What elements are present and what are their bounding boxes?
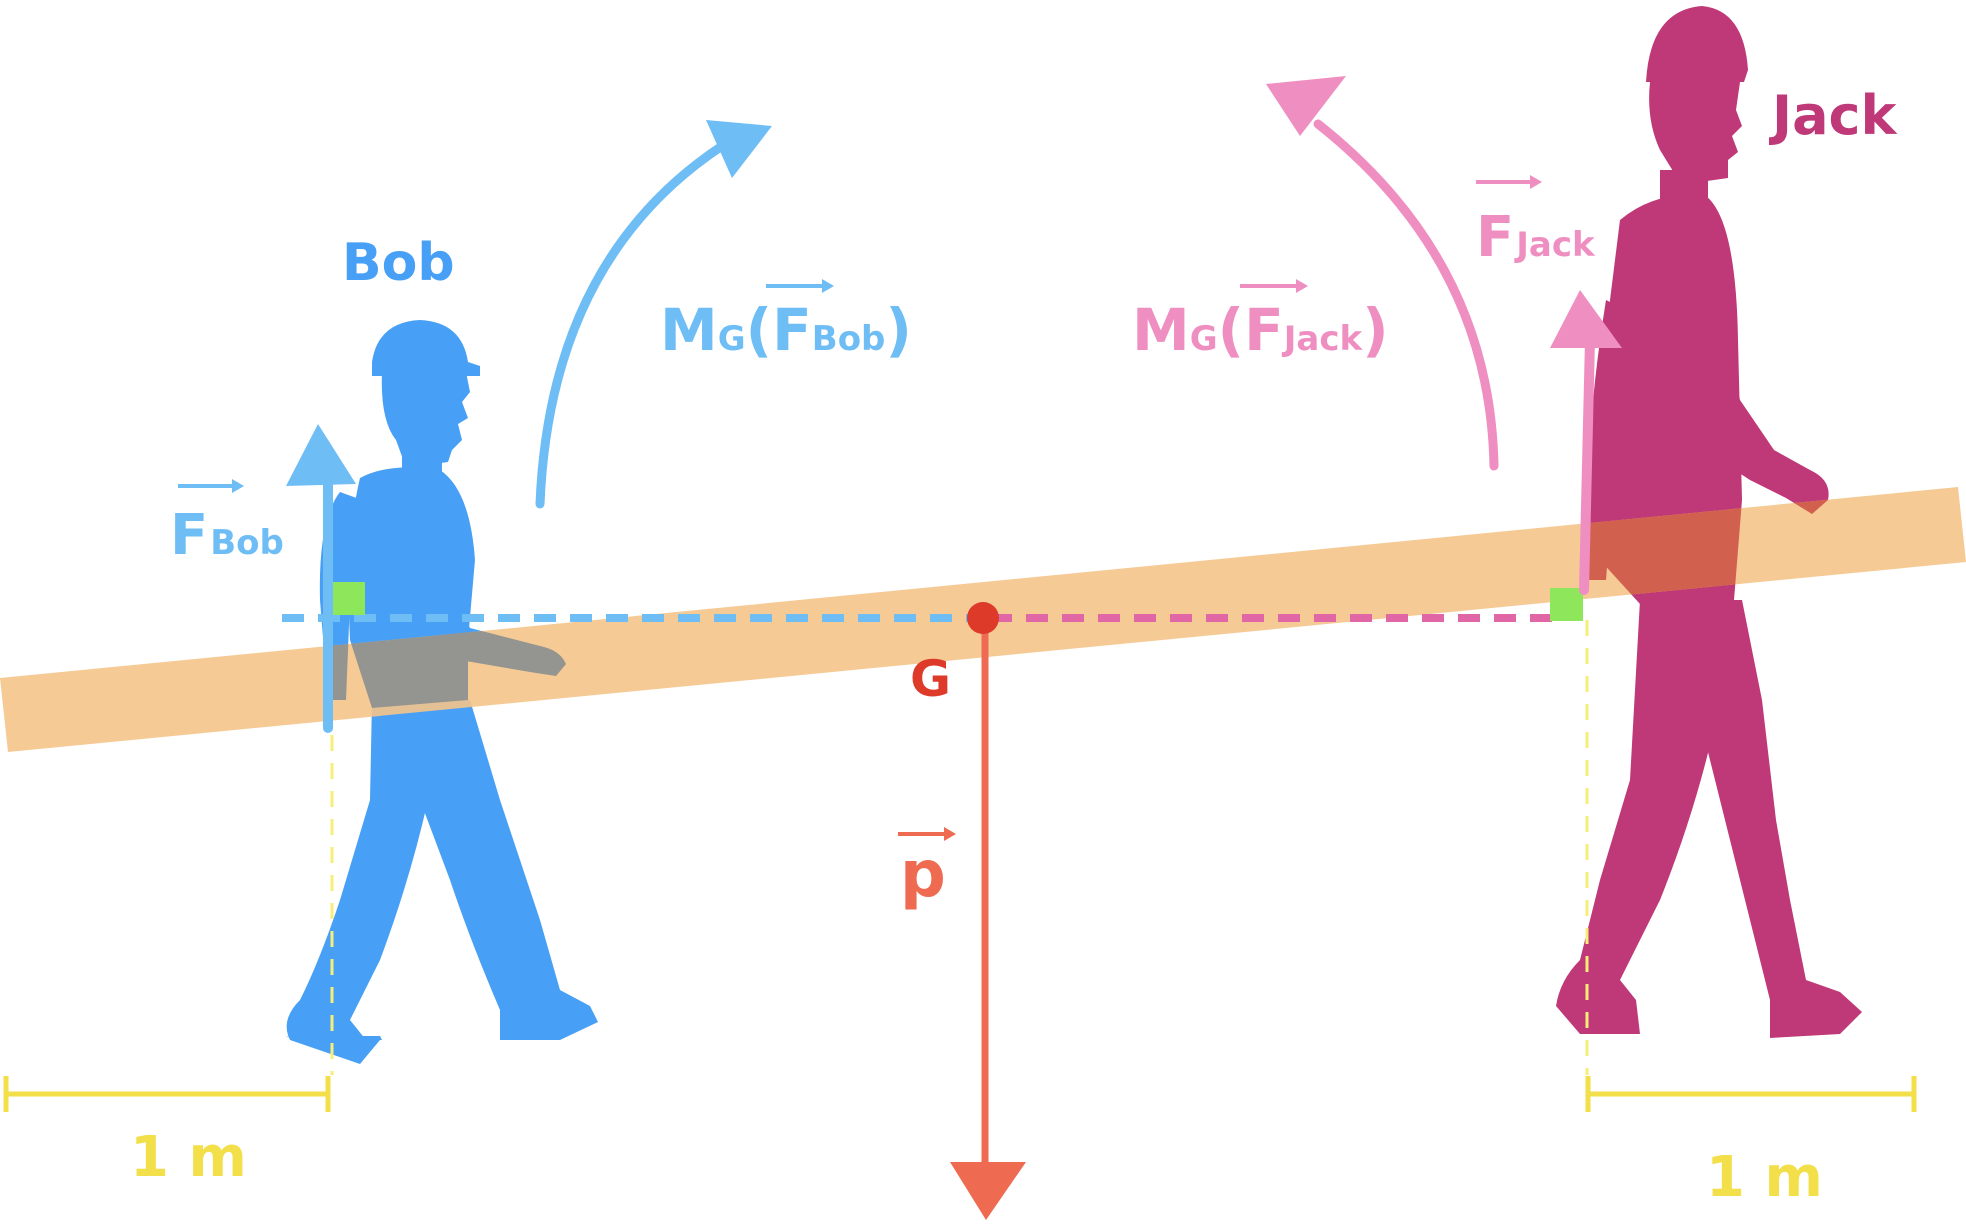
force-label-bob: FBob: [170, 479, 284, 568]
person-label-bob: Bob: [342, 233, 455, 293]
person-label-jack: Jack: [1768, 84, 1898, 147]
dimension-label-right: 1 m: [1706, 1145, 1823, 1210]
moment-label-jack: MG(FJack): [1132, 279, 1389, 364]
weight-arrow: [950, 621, 1026, 1220]
grip-point-bob: [332, 582, 365, 615]
svg-text:MG(FBob): MG(FBob): [660, 296, 912, 364]
jack-silhouette: [1556, 6, 1862, 1038]
svg-text:p: p: [900, 838, 946, 912]
moment-label-bob: MG(FBob): [660, 279, 912, 364]
moment-arrow-jack: [1266, 76, 1499, 471]
grip-point-jack: [1550, 588, 1583, 621]
svg-text:MG(FJack): MG(FJack): [1132, 296, 1389, 364]
moment-arrow-bob: [535, 120, 772, 509]
force-label-jack: FJack: [1476, 175, 1596, 270]
force-arrow-bob: [286, 424, 356, 733]
dimension-label-left: 1 m: [130, 1125, 247, 1190]
weight-label: p: [898, 827, 956, 912]
dimension-right: [1585, 1076, 1917, 1112]
force-arrow-jack: [1550, 290, 1622, 595]
center-of-gravity-point: [967, 602, 999, 634]
svg-text:FBob: FBob: [170, 503, 284, 568]
center-label: G: [910, 650, 951, 708]
svg-text:FJack: FJack: [1476, 205, 1596, 270]
dimension-left: [3, 1076, 331, 1112]
